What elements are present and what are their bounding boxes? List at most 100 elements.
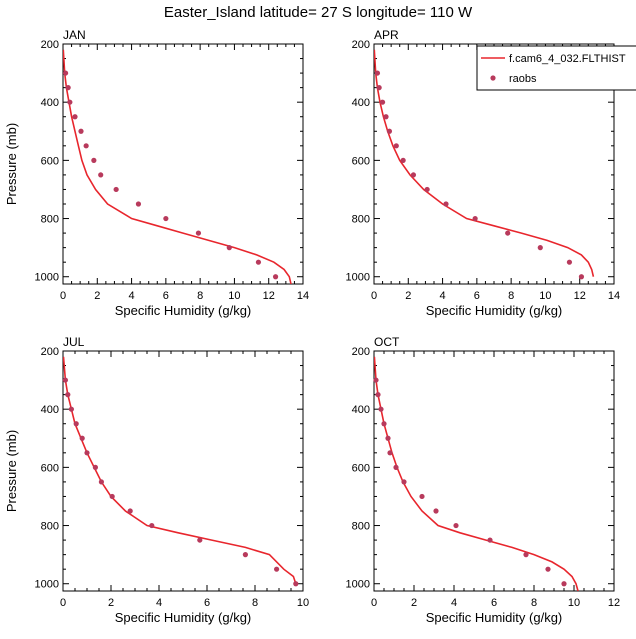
raobs-point xyxy=(149,522,155,529)
x-tick-label: 14 xyxy=(608,290,620,302)
plot-frame xyxy=(373,350,615,592)
panel-apr: APR 0 2 4 6 8 10 12 14 200 400 600 800 1000 Specific H… xyxy=(346,28,636,318)
y-tick-label: 800 xyxy=(352,521,370,533)
x-axis-title: Specific Humidity (g/kg) xyxy=(426,303,563,318)
raobs-point xyxy=(424,186,430,193)
y-tick-label: 800 xyxy=(352,214,370,226)
legend-model-label: f.cam6_4_032.FLTHIST xyxy=(509,53,626,65)
raobs-point xyxy=(83,143,89,149)
raobs-point xyxy=(393,143,399,149)
y-tick-label: 200 xyxy=(41,39,59,51)
raobs-point xyxy=(72,114,78,120)
raobs-point xyxy=(383,114,389,120)
plot-frame xyxy=(62,43,304,285)
raobs-point xyxy=(566,259,573,265)
raobs-point xyxy=(537,245,543,251)
legend-box xyxy=(476,45,636,91)
raobs-point xyxy=(91,157,97,163)
y-tick-label: 600 xyxy=(41,462,59,474)
raobs-point xyxy=(443,201,449,207)
raobs-point xyxy=(453,522,459,529)
plot-frame xyxy=(62,350,304,592)
raobs-point xyxy=(98,172,104,178)
y-tick-label: 400 xyxy=(352,97,370,109)
raobs-point xyxy=(393,464,399,470)
y-tick-label: 600 xyxy=(352,155,370,167)
raobs-point xyxy=(545,566,551,572)
raobs-point xyxy=(274,566,280,572)
x-axis-title: Specific Humidity (g/kg) xyxy=(115,303,252,318)
raobs-point xyxy=(379,99,386,105)
raobs-point xyxy=(79,435,85,441)
raobs-point xyxy=(433,508,439,514)
raobs-point xyxy=(505,230,511,236)
x-tick-label: 2 xyxy=(405,290,411,302)
raobs-point xyxy=(127,508,133,514)
raobs-point xyxy=(381,421,387,427)
panel-jul: JUL 0 2 4 6 8 10 200 400 600 800 1000 Specific Humid… xyxy=(4,335,309,625)
raobs-point xyxy=(523,552,529,558)
raobs-point xyxy=(135,201,142,207)
x-tick-label: 10 xyxy=(297,597,309,609)
raobs-point xyxy=(578,274,585,280)
raobs-point xyxy=(163,215,169,222)
model-profile-line xyxy=(374,49,595,277)
x-tick-label: 8 xyxy=(197,290,203,302)
x-tick-label: 10 xyxy=(568,597,580,609)
raobs-point xyxy=(113,186,119,193)
x-tick-label: 8 xyxy=(252,597,258,609)
raobs-point xyxy=(385,435,391,441)
raobs-point xyxy=(92,464,98,470)
model-profile-line xyxy=(63,356,297,584)
raobs-point xyxy=(472,215,478,222)
raobs-point xyxy=(65,392,71,398)
raobs-point xyxy=(561,581,567,587)
x-tick-label: 12 xyxy=(608,597,620,609)
raobs-point xyxy=(109,493,115,500)
raobs-point xyxy=(73,421,79,427)
raobs-point xyxy=(293,581,299,587)
y-tick-label: 1000 xyxy=(35,272,59,284)
x-tick-label: 0 xyxy=(60,597,66,609)
raobs-point xyxy=(62,377,68,383)
raobs-point xyxy=(78,128,84,134)
panel-label: APR xyxy=(374,28,399,42)
panel-label: JUL xyxy=(63,335,85,349)
raobs-point xyxy=(410,172,417,178)
raobs-point xyxy=(84,450,90,456)
raobs-point xyxy=(374,70,381,76)
raobs-point xyxy=(378,406,384,412)
x-tick-label: 8 xyxy=(508,290,514,302)
legend-obs-label: raobs xyxy=(509,73,537,85)
raobs-point xyxy=(272,274,279,280)
y-tick-label: 200 xyxy=(352,346,370,358)
x-tick-label: 12 xyxy=(263,290,275,302)
y-tick-label: 200 xyxy=(352,39,370,51)
x-tick-label: 4 xyxy=(440,290,446,302)
raobs-point xyxy=(62,70,69,76)
y-tick-label: 600 xyxy=(41,155,59,167)
raobs-point xyxy=(387,450,393,456)
x-tick-label: 10 xyxy=(228,290,240,302)
raobs-point xyxy=(375,392,381,398)
raobs-point xyxy=(401,479,407,485)
x-tick-label: 8 xyxy=(531,597,537,609)
raobs-point xyxy=(400,157,406,163)
model-profile-line xyxy=(63,49,292,284)
x-tick-label: 10 xyxy=(539,290,551,302)
raobs-point xyxy=(65,85,71,91)
y-axis-title: Pressure (mb) xyxy=(4,123,19,205)
panel-label: OCT xyxy=(374,335,400,349)
y-tick-label: 400 xyxy=(41,97,59,109)
raobs-point xyxy=(195,230,202,236)
x-tick-label: 6 xyxy=(474,290,480,302)
y-tick-label: 600 xyxy=(352,462,370,474)
y-tick-label: 1000 xyxy=(346,272,370,284)
raobs-point xyxy=(419,493,425,500)
x-tick-label: 2 xyxy=(94,290,100,302)
panel-oct: OCT 0 2 4 6 8 10 12 200 400 600 800 1000 Specific Hum… xyxy=(346,335,621,625)
y-tick-label: 400 xyxy=(41,404,59,416)
